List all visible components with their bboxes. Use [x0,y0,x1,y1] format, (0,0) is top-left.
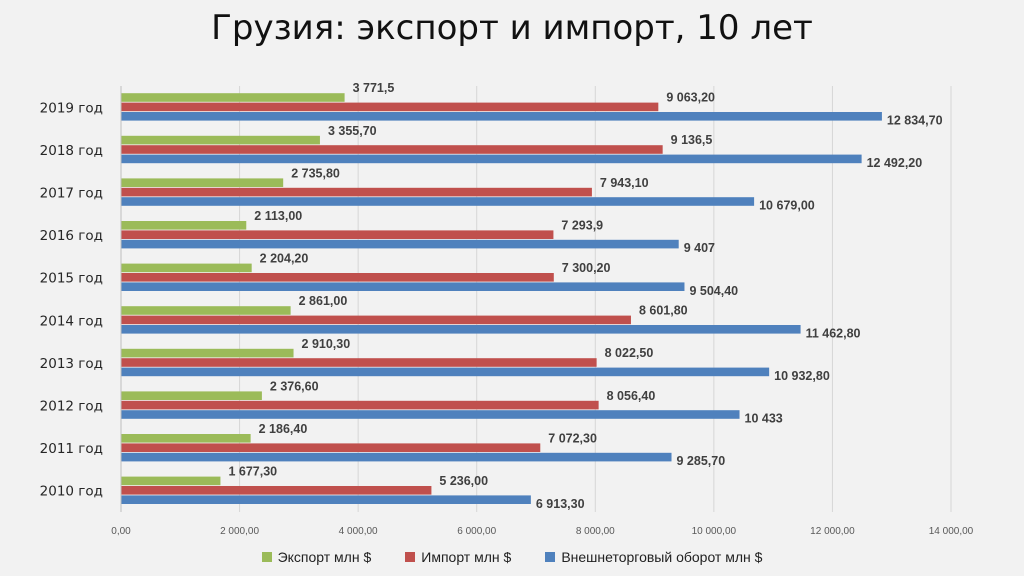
bar [121,367,770,377]
x-tick-label: 10 000,00 [692,526,737,537]
legend-item: Импорт млн $ [405,549,511,565]
data-label: 9 407 [684,241,715,255]
legend-label: Экспорт млн $ [277,549,372,565]
bar [121,348,294,358]
bar [121,410,740,419]
bar [121,178,284,187]
bar [121,452,672,462]
legend-swatch [405,552,416,562]
x-tick-label: 12 000,00 [810,526,855,537]
data-label: 2 186,40 [259,422,308,436]
legend-swatch [261,552,272,562]
bar [121,263,252,273]
x-tick-label: 8 000,00 [576,526,615,537]
bar [121,187,592,197]
bar [121,443,541,452]
data-label: 8 601,80 [639,304,688,318]
bar [121,102,659,112]
category-label: 2017 год [40,186,103,202]
bar [121,273,554,282]
legend-label: Внешнеторговый оборот млн $ [561,549,763,565]
bar [121,325,801,334]
bar [121,495,531,504]
data-label: 12 492,20 [867,156,923,170]
data-label: 9 136,5 [671,133,713,147]
data-label: 7 943,10 [600,176,649,190]
data-label: 10 932,80 [774,369,830,383]
legend-label: Импорт млн $ [421,549,512,565]
bar [121,221,247,230]
data-label: 2 376,60 [270,379,319,393]
legend-item: Экспорт млн $ [261,549,372,565]
data-label: 3 355,70 [328,124,377,138]
data-label: 2 204,20 [260,252,309,266]
x-tick-label: 14 000,00 [929,526,974,537]
legend-swatch [545,552,556,562]
category-label: 2018 год [40,143,103,159]
bar [121,486,432,495]
data-label: 1 677,30 [228,465,277,479]
bar [121,135,320,145]
bar [121,358,597,367]
data-label: 5 236,00 [439,474,488,488]
category-label: 2012 год [40,399,103,415]
bar [121,112,882,121]
bar [121,145,663,154]
bar [121,476,221,486]
axis-layer: 0,00 2 000,00 4 000,00 6 000,00 8 000,00 10 0… [40,86,974,537]
bar [121,282,685,291]
bar [121,154,862,164]
category-label: 2016 год [40,228,103,244]
data-label: 7 300,20 [562,261,611,275]
data-label: 2 910,30 [302,337,351,351]
x-tick-label: 0,00 [111,526,131,537]
data-label: 6 913,30 [536,497,585,511]
bar [121,230,554,239]
category-label: 2015 год [40,271,103,287]
data-label: 12 834,70 [887,113,943,127]
bar [121,197,755,206]
data-label: 8 022,50 [605,346,654,360]
category-label: 2010 год [40,484,103,500]
data-label: 11 462,80 [806,326,861,340]
data-label: 9 504,40 [689,284,738,298]
bar [121,434,251,443]
bar [121,391,262,400]
data-label: 7 072,30 [548,431,597,445]
bars-layer [121,93,882,504]
data-label: 8 056,40 [607,389,656,403]
category-label: 2014 год [40,313,103,329]
data-label: 9 063,20 [666,91,715,105]
chart-title: Грузия: экспорт и импорт, 10 лет [211,8,813,48]
data-label: 2 113,00 [254,209,302,223]
data-label: 9 285,70 [677,454,726,468]
bar [121,93,345,102]
bar [121,400,599,410]
data-label: 3 771,5 [353,81,395,95]
legend: Экспорт млн $ Импорт млн $ Внешнеторговый … [0,549,1024,565]
category-label: 2013 год [40,356,103,372]
bar [121,306,291,315]
data-label: 2 861,00 [299,294,348,308]
data-label: 7 293,9 [561,218,603,232]
labels-layer: 1 677,30 5 236,00 6 913,30 2 186,40 7 072,30… [228,81,942,511]
data-label: 10 679,00 [759,199,815,213]
legend-item: Внешнеторговый оборот млн $ [545,549,762,565]
data-label: 10 433 [745,412,783,426]
category-label: 2011 год [40,441,103,457]
bar [121,239,679,249]
x-tick-label: 4 000,00 [339,526,378,537]
x-tick-label: 2 000,00 [220,526,259,537]
x-tick-label: 6 000,00 [457,526,496,537]
bar [121,315,631,325]
data-label: 2 735,80 [291,166,340,180]
category-label: 2019 год [40,100,103,116]
